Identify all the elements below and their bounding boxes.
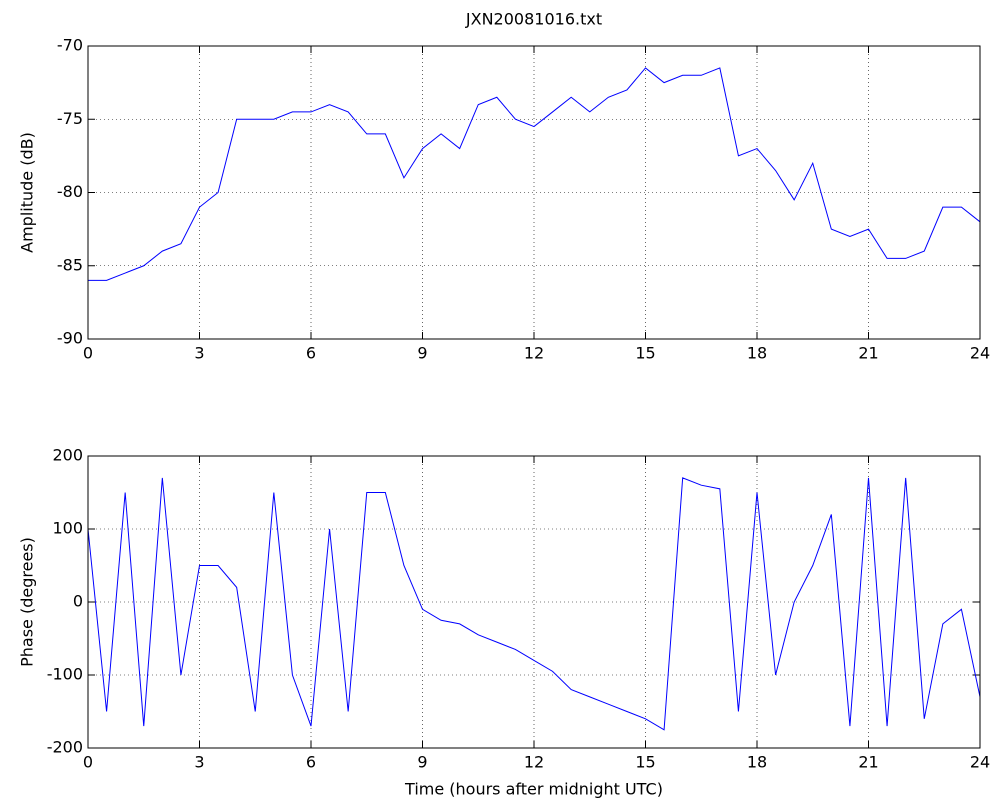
x-tick-label: 24 [970, 344, 990, 363]
x-tick-label: 9 [417, 753, 427, 772]
x-tick-label: 0 [83, 753, 93, 772]
x-tick-label: 24 [970, 753, 990, 772]
y-axis-label: Phase (degrees) [18, 537, 37, 667]
x-tick-label: 18 [747, 344, 767, 363]
y-tick-label: 0 [73, 592, 83, 611]
y-tick-label: -80 [57, 182, 83, 201]
plot-area [88, 46, 980, 339]
x-tick-label: 18 [747, 753, 767, 772]
x-tick-label: 6 [306, 344, 316, 363]
x-tick-label: 3 [194, 753, 204, 772]
x-tick-label: 3 [194, 344, 204, 363]
x-tick-label: 15 [635, 344, 655, 363]
y-tick-label: 100 [52, 519, 83, 538]
axes-box [87, 455, 981, 749]
x-tick-label: 0 [83, 344, 93, 363]
y-tick-label: 200 [52, 446, 83, 465]
x-tick-label: 12 [524, 753, 544, 772]
x-tick-label: 15 [635, 753, 655, 772]
x-tick-label: 21 [858, 753, 878, 772]
y-tick-label: -200 [47, 738, 83, 757]
y-axis-label: Amplitude (dB) [18, 132, 37, 253]
x-axis-label: Time (hours after midnight UTC) [404, 780, 663, 799]
x-tick-label: 9 [417, 344, 427, 363]
y-tick-label: -85 [57, 255, 83, 274]
axes-box [87, 45, 981, 340]
x-tick-label: 12 [524, 344, 544, 363]
y-tick-label: -70 [57, 36, 83, 55]
x-tick-label: 6 [306, 753, 316, 772]
y-tick-label: -75 [57, 109, 83, 128]
data-line [88, 67, 981, 281]
chart-title: JXN20081016.txt [465, 10, 602, 29]
data-line [87, 477, 981, 731]
y-tick-label: -100 [47, 665, 83, 684]
y-tick-label: -90 [57, 329, 83, 348]
x-tick-label: 21 [858, 344, 878, 363]
